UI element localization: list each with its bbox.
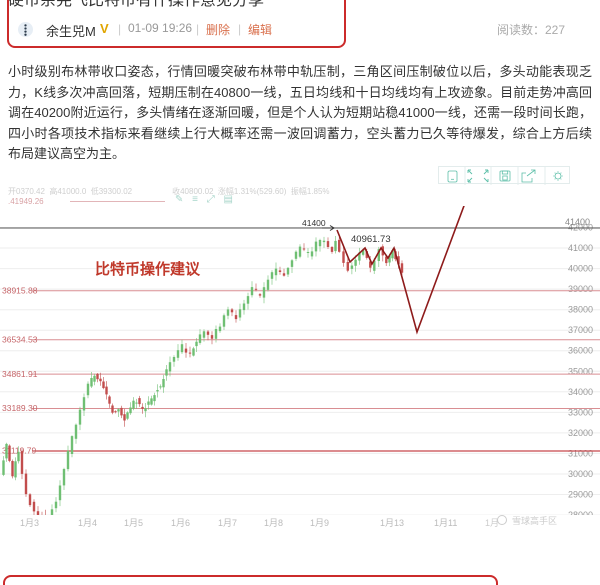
svg-text:40000: 40000 — [568, 264, 593, 274]
svg-text:40961.73: 40961.73 — [351, 234, 391, 245]
svg-text:27777: 27777 — [115, 515, 139, 516]
svg-text:33189.30: 33189.30 — [2, 403, 38, 413]
svg-text:29000: 29000 — [568, 490, 593, 500]
svg-text:32000: 32000 — [568, 428, 593, 438]
svg-text:41000: 41000 — [568, 243, 593, 253]
svg-text:34861.91: 34861.91 — [2, 369, 38, 379]
svg-text:比特币操作建议: 比特币操作建议 — [95, 260, 201, 278]
svg-text:36000: 36000 — [568, 346, 593, 356]
svg-text:34000: 34000 — [568, 387, 593, 397]
svg-text:38915.88: 38915.88 — [2, 286, 38, 296]
svg-text:31000: 31000 — [568, 448, 593, 458]
svg-text:27774.56: 27774.56 — [2, 514, 38, 515]
svg-text:41400: 41400 — [302, 218, 326, 228]
svg-text:37000: 37000 — [568, 325, 593, 335]
svg-text:41400: 41400 — [565, 217, 590, 227]
svg-text:30000: 30000 — [568, 469, 593, 479]
svg-text:36534.53: 36534.53 — [2, 335, 38, 345]
svg-text:38000: 38000 — [568, 305, 593, 315]
svg-text:28000: 28000 — [568, 510, 593, 515]
svg-text:35000: 35000 — [568, 366, 593, 376]
svg-text:39000: 39000 — [568, 284, 593, 294]
